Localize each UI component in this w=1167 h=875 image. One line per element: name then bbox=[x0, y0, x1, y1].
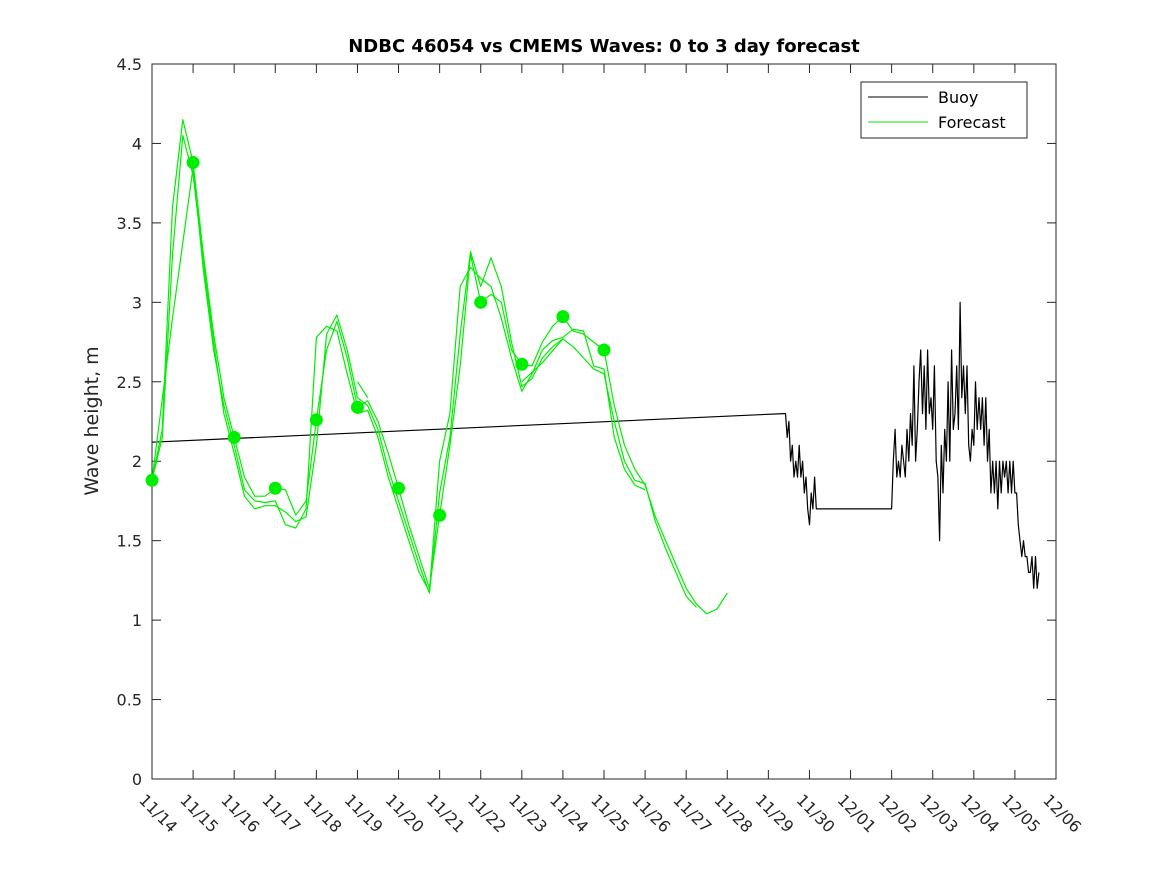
y-tick-label: 4.5 bbox=[117, 55, 142, 74]
forecast-marker bbox=[186, 156, 200, 170]
y-tick-label: 0.5 bbox=[117, 691, 142, 710]
legend: Buoy Forecast bbox=[860, 81, 1028, 139]
y-tick-label: 4 bbox=[132, 134, 142, 153]
legend-box bbox=[860, 81, 1028, 139]
y-tick-label: 2.5 bbox=[117, 373, 142, 392]
forecast-marker bbox=[268, 481, 282, 495]
forecast-marker bbox=[597, 343, 611, 357]
forecast-marker bbox=[227, 430, 241, 444]
y-tick-label: 0 bbox=[132, 770, 142, 789]
forecast-marker bbox=[145, 473, 159, 487]
forecast-marker bbox=[556, 310, 570, 324]
legend-label-forecast: Forecast bbox=[938, 113, 1006, 132]
forecast-marker bbox=[392, 481, 406, 495]
forecast-marker bbox=[515, 357, 529, 371]
buoy-line bbox=[152, 301, 1040, 589]
y-tick-label: 1 bbox=[132, 611, 142, 630]
forecast-line bbox=[521, 338, 564, 383]
forecast-marker bbox=[433, 508, 447, 522]
y-axis-label: Wave height, m bbox=[81, 346, 103, 495]
legend-label-buoy: Buoy bbox=[938, 88, 978, 107]
y-tick-label: 1.5 bbox=[117, 532, 142, 551]
forecast-marker bbox=[309, 413, 323, 427]
forecast-marker bbox=[350, 400, 364, 414]
marker-layer bbox=[145, 156, 611, 522]
y-tick-label: 3.5 bbox=[117, 214, 142, 233]
y-tick-label: 3 bbox=[132, 293, 142, 312]
chart-title: NDBC 46054 vs CMEMS Waves: 0 to 3 day fo… bbox=[348, 36, 860, 57]
forecast-line bbox=[152, 166, 646, 593]
forecast-line bbox=[356, 381, 369, 399]
forecast-marker bbox=[474, 295, 488, 309]
y-axis: 0 0.5 1 1.5 2 2.5 3 3.5 4 4.5 bbox=[117, 55, 1056, 789]
y-tick-label: 2 bbox=[132, 452, 142, 471]
